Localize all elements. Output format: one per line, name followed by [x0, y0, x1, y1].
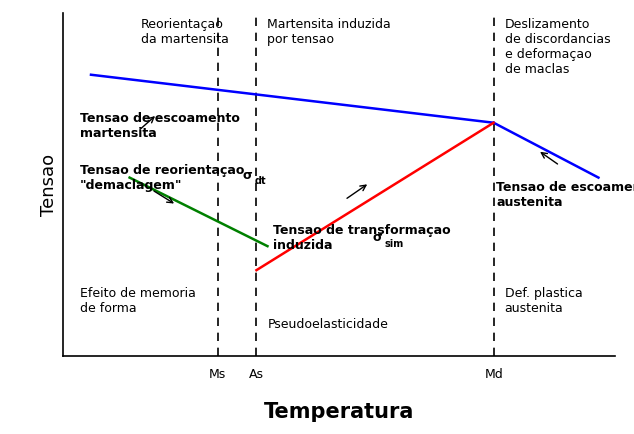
Text: Temperatura: Temperatura: [264, 402, 415, 422]
Text: Tensao de transformaçao
induzida: Tensao de transformaçao induzida: [273, 224, 451, 252]
Text: Reorientaçao
da martensita: Reorientaçao da martensita: [141, 18, 228, 46]
Text: Tensao de escoamento
martensita: Tensao de escoamento martensita: [80, 112, 240, 141]
Text: Ms: Ms: [209, 368, 226, 381]
Y-axis label: Tensao: Tensao: [40, 153, 58, 216]
Text: Def. plastica
austenita: Def. plastica austenita: [505, 287, 583, 316]
Text: Pseudoelasticidade: Pseudoelasticidade: [268, 318, 389, 331]
Text: Tensao de reorientaçao
"demaclagem": Tensao de reorientaçao "demaclagem": [80, 164, 244, 192]
Text: dt: dt: [255, 176, 266, 186]
Text: Efeito de memoria
de forma: Efeito de memoria de forma: [80, 287, 196, 316]
Text: σ: σ: [372, 231, 382, 244]
Text: Deslizamento
de discordancias
e deformaçao
de maclas: Deslizamento de discordancias e deformaç…: [505, 18, 611, 76]
Text: Tensao de escoamento
austenita: Tensao de escoamento austenita: [496, 181, 634, 209]
Text: sim: sim: [384, 239, 404, 249]
Text: Md: Md: [484, 368, 503, 381]
Text: σ: σ: [243, 169, 252, 182]
Text: Martensita induzida
por tensao: Martensita induzida por tensao: [268, 18, 391, 46]
Text: As: As: [249, 368, 264, 381]
